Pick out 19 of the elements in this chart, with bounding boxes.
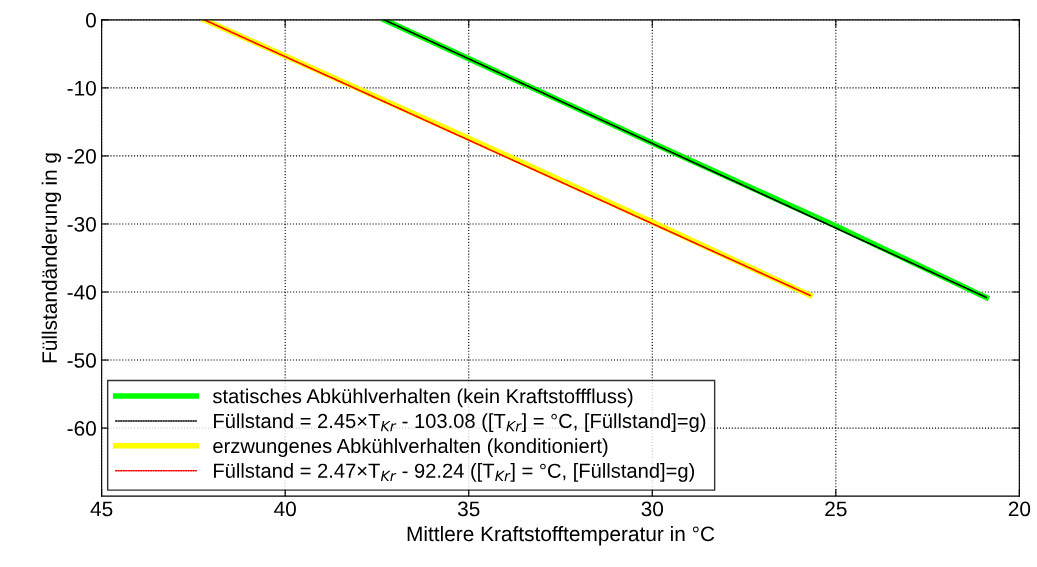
legend-label: Füllstand = 2.45×T$_{Kr}$ - 103.08 ([T$_{Kr}$] = °C, [Füllstand]=g) <box>214 413 706 433</box>
legend-label: Füllstand = 2.47×T$_{Kr}$ - 92.24 ([T$_{Kr}$] = °C, [Füllstand]=g) <box>214 463 695 482</box>
legend-label: erzwungenes Abkühlverhalten (konditioniert) <box>213 438 608 458</box>
x-tick-label: 35 <box>457 501 480 517</box>
y-tick-label: -40 <box>67 285 96 300</box>
x-tick-label: 45 <box>90 501 113 517</box>
y-tick-label: -50 <box>67 353 96 368</box>
y-tick-label: -20 <box>67 148 96 164</box>
y-tick-label: -60 <box>67 421 96 436</box>
y-tick-label: -30 <box>67 216 96 232</box>
x-tick-label: 40 <box>274 501 296 517</box>
y-tick-label: -10 <box>67 80 96 96</box>
legend-label: statisches Abkühlverhalten (kein Kraftstofffluss) <box>212 388 633 408</box>
x-tick-label: 30 <box>641 501 664 517</box>
x-tick-label: 25 <box>825 501 847 517</box>
y-tick-label: 0 <box>85 12 96 28</box>
x-tick-label: 20 <box>1008 501 1031 517</box>
x-axis-title: Mittlere Kraftstofftemperatur in °C <box>407 525 715 546</box>
y-axis-title: Füllstandänderung in g <box>41 153 62 363</box>
